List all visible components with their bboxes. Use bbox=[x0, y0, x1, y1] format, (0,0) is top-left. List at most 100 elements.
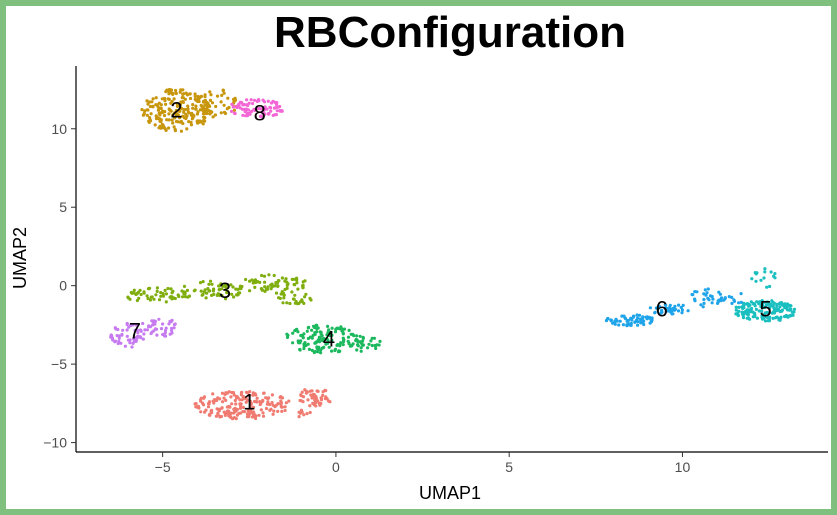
data-point bbox=[302, 301, 306, 305]
data-point bbox=[618, 319, 622, 323]
data-point bbox=[137, 296, 141, 300]
cluster-label-7: 7 bbox=[129, 319, 141, 344]
data-point bbox=[258, 400, 262, 404]
data-point bbox=[163, 329, 168, 333]
data-point bbox=[326, 339, 330, 343]
data-point bbox=[633, 320, 637, 324]
data-point bbox=[178, 116, 182, 120]
data-point bbox=[306, 398, 310, 402]
data-point bbox=[624, 317, 628, 321]
data-point bbox=[140, 108, 144, 112]
data-point bbox=[300, 298, 304, 302]
data-point bbox=[223, 283, 228, 287]
data-point bbox=[779, 315, 783, 319]
data-point bbox=[299, 333, 304, 338]
data-point bbox=[273, 113, 277, 117]
data-point bbox=[182, 110, 186, 114]
data-point bbox=[303, 295, 307, 299]
data-point bbox=[159, 327, 164, 331]
data-point bbox=[296, 330, 300, 334]
data-point bbox=[235, 413, 239, 417]
data-point bbox=[319, 396, 324, 400]
data-point bbox=[225, 391, 229, 395]
data-point bbox=[266, 285, 270, 289]
data-point bbox=[270, 282, 274, 286]
data-point bbox=[184, 112, 188, 116]
data-point bbox=[641, 315, 645, 319]
data-point bbox=[184, 91, 188, 95]
data-point bbox=[367, 342, 371, 346]
data-point bbox=[212, 292, 216, 296]
data-point bbox=[250, 415, 254, 419]
data-point bbox=[773, 276, 777, 280]
data-point bbox=[734, 308, 738, 312]
data-point bbox=[269, 109, 273, 113]
data-point bbox=[302, 413, 306, 417]
data-point bbox=[378, 339, 382, 343]
data-point bbox=[240, 284, 244, 289]
data-point bbox=[234, 402, 238, 406]
data-point bbox=[261, 411, 265, 415]
data-point bbox=[737, 301, 741, 305]
data-point bbox=[252, 98, 257, 102]
data-point bbox=[280, 276, 284, 280]
data-point bbox=[622, 314, 626, 318]
data-point bbox=[126, 296, 130, 300]
data-point bbox=[196, 119, 201, 123]
data-point bbox=[209, 409, 214, 413]
data-point bbox=[760, 314, 764, 318]
data-point bbox=[162, 113, 167, 118]
data-point bbox=[225, 290, 229, 295]
x-tick-label: 10 bbox=[675, 459, 691, 475]
data-point bbox=[136, 330, 140, 335]
data-point bbox=[170, 328, 174, 333]
data-point bbox=[739, 300, 743, 304]
data-point bbox=[358, 334, 362, 338]
data-point bbox=[220, 93, 224, 97]
data-point bbox=[632, 314, 636, 318]
data-point bbox=[168, 295, 172, 299]
data-point bbox=[663, 306, 667, 310]
data-point bbox=[130, 345, 134, 349]
data-point bbox=[206, 405, 211, 409]
data-point bbox=[183, 295, 187, 299]
data-point bbox=[264, 406, 269, 411]
data-point bbox=[727, 295, 731, 299]
data-point bbox=[653, 310, 657, 314]
data-point bbox=[181, 121, 185, 126]
data-point bbox=[677, 303, 681, 307]
data-point bbox=[196, 110, 200, 114]
data-point bbox=[223, 412, 227, 416]
data-point bbox=[249, 401, 253, 406]
data-point bbox=[159, 106, 163, 110]
data-point bbox=[702, 292, 706, 296]
data-point bbox=[274, 403, 278, 407]
data-point bbox=[202, 396, 206, 400]
data-point bbox=[174, 88, 178, 93]
data-point bbox=[287, 399, 291, 403]
data-point bbox=[258, 402, 262, 407]
data-point bbox=[134, 336, 138, 341]
data-point bbox=[194, 405, 198, 409]
data-point bbox=[170, 99, 174, 104]
data-point bbox=[355, 334, 359, 338]
data-point bbox=[314, 400, 318, 404]
data-point bbox=[221, 400, 225, 404]
data-point bbox=[258, 107, 262, 111]
data-point bbox=[157, 298, 162, 302]
data-point bbox=[199, 410, 203, 414]
data-point bbox=[372, 336, 376, 340]
data-point bbox=[179, 106, 183, 110]
data-point bbox=[757, 302, 761, 306]
data-point bbox=[245, 111, 249, 115]
data-point bbox=[274, 291, 279, 295]
data-point bbox=[278, 296, 282, 300]
data-point bbox=[767, 316, 772, 320]
data-point bbox=[763, 300, 767, 304]
data-point bbox=[695, 290, 699, 294]
data-point bbox=[209, 93, 213, 97]
data-point bbox=[232, 416, 236, 420]
data-point bbox=[667, 309, 671, 313]
data-point bbox=[262, 111, 266, 115]
data-point bbox=[174, 119, 179, 124]
